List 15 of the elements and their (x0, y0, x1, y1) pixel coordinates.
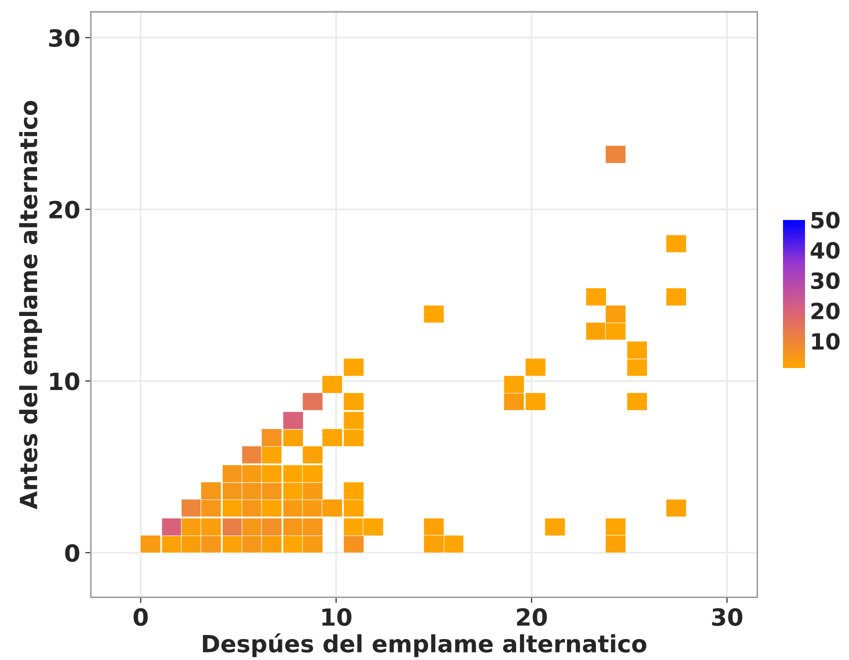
color-bar-label: 50 (811, 212, 840, 229)
color-bar-label: 30 (811, 272, 840, 290)
y-tick-label: 10 (50, 372, 80, 390)
color-bar-label: 20 (811, 302, 840, 320)
x-axis-title: Despúes del emplame alternatico (202, 633, 646, 658)
x-tick-label: 20 (517, 608, 547, 626)
x-tick-label: 0 (134, 608, 148, 626)
color-bar-label: 10 (812, 332, 840, 350)
y-tick-label: 20 (49, 200, 80, 219)
color-bar-label: 40 (810, 242, 840, 259)
x-tick-label: 10 (322, 608, 352, 626)
y-axis-title: Antes del emplame alternatico (19, 100, 42, 510)
y-tick-label: 0 (65, 544, 80, 562)
x-tick-label: 30 (712, 608, 742, 626)
y-tick-label: 30 (49, 29, 80, 47)
